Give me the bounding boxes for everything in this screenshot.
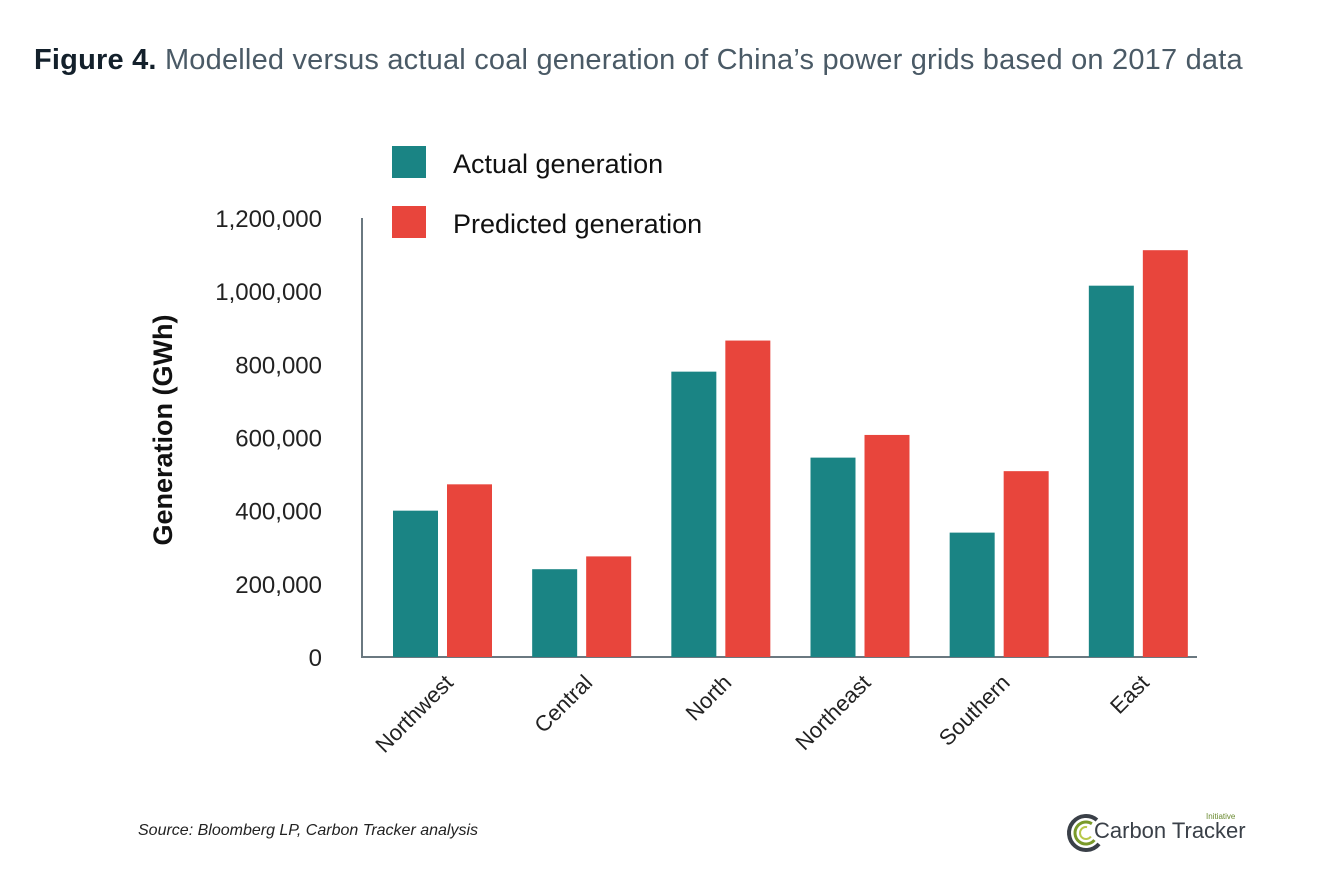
legend-label: Predicted generation — [453, 209, 702, 239]
y-axis-label: Generation (GWh) — [148, 315, 178, 546]
bar-predicted-northeast — [864, 434, 910, 657]
y-tick-label: 600,000 — [235, 426, 322, 453]
figure-title: Figure 4. Modelled versus actual coal ge… — [34, 44, 1243, 77]
carbon-tracker-logo-icon — [1067, 814, 1105, 852]
y-tick-label: 1,000,000 — [215, 279, 322, 306]
x-tick-label: Southern — [934, 670, 1015, 751]
legend-swatch — [392, 206, 426, 238]
bar-predicted-central — [586, 556, 632, 657]
source-note: Source: Bloomberg LP, Carbon Tracker ana… — [138, 822, 479, 839]
bar-predicted-northwest — [447, 484, 492, 657]
y-tick-label: 400,000 — [235, 499, 322, 526]
axes — [361, 218, 1197, 658]
bar-chart: 0 200,000 400,000 600,000 800,000 1,000,000 1,… — [148, 146, 1197, 758]
bar-actual-north — [671, 371, 717, 657]
x-tick-label: North — [681, 670, 737, 726]
bar-predicted-southern — [1003, 471, 1049, 657]
bar-predicted-north — [725, 340, 771, 657]
x-tick-label: Central — [529, 670, 597, 738]
bar-predicted-east — [1142, 250, 1188, 657]
figure-title-text: Modelled versus actual coal generation o… — [164, 44, 1243, 76]
y-tick-label: 0 — [309, 645, 322, 672]
bar-actual-southern — [949, 532, 995, 657]
bar-actual-central — [532, 569, 578, 657]
y-tick-label: 800,000 — [235, 352, 322, 379]
logo-text: Carbon Tracker — [1094, 818, 1246, 843]
bars — [393, 250, 1188, 657]
y-ticks: 0 200,000 400,000 600,000 800,000 1,000,000 1,… — [215, 206, 322, 672]
x-tick-label: East — [1105, 670, 1154, 719]
legend: Actual generation Predicted generation — [392, 146, 702, 239]
bar-actual-east — [1088, 285, 1134, 657]
y-tick-label: 1,200,000 — [215, 206, 322, 233]
legend-label: Actual generation — [453, 149, 663, 179]
x-labels: Northwest Central North Northeast Southern Ea… — [370, 670, 1154, 758]
bar-actual-northeast — [810, 457, 856, 657]
logo-small-text: Initiative — [1206, 812, 1236, 821]
figure-label: Figure 4. — [34, 44, 157, 76]
bar-actual-northwest — [393, 510, 438, 657]
y-tick-label: 200,000 — [235, 572, 322, 599]
x-tick-label: Northeast — [790, 670, 875, 755]
legend-swatch — [392, 146, 426, 178]
x-tick-label: Northwest — [370, 670, 458, 758]
